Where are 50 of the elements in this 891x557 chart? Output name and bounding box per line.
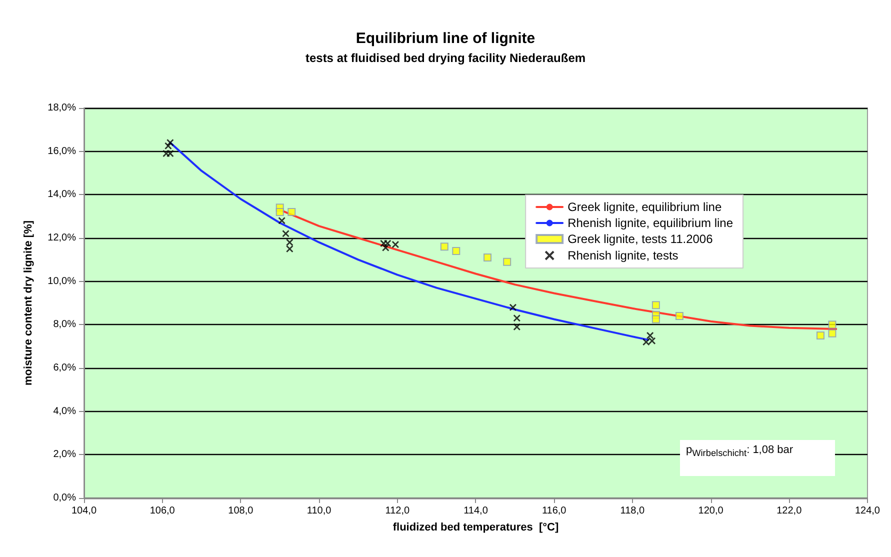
y-tick-label: 10,0% [48, 276, 76, 287]
x-tick-label: 114,0 [464, 506, 488, 516]
y-tick-label: 16,0% [48, 146, 76, 157]
point [828, 320, 836, 329]
y-tick-label: 2,0% [53, 449, 76, 460]
chart-subtitle: tests at fluidised bed drying facility Niederaußem [305, 51, 586, 65]
point [828, 329, 836, 338]
point [675, 312, 684, 320]
y-axis-title: moisture content dry lignite [%] [22, 220, 34, 386]
legend-label: Rhenish lignite, tests [568, 248, 678, 262]
y-tick-label: 18,0% [48, 102, 76, 114]
point [282, 230, 290, 238]
point [166, 138, 174, 146]
note-box: p$_{Wirbelschicht}$: 1,08 bar [680, 440, 835, 476]
point [440, 242, 448, 251]
x-tick-label: 106,0 [150, 506, 176, 516]
legend-label: Rhenish lignite, equilibrium line [568, 216, 734, 230]
x-tick-label: 122,0 [776, 506, 802, 516]
x-tick-label: 116,0 [542, 506, 567, 516]
x-tick-label: 112,0 [385, 506, 410, 516]
x-axis-title: fluidized bed temperatures [°C] [392, 522, 559, 534]
chart-title: Equilibrium line of lignite [356, 30, 536, 47]
y-tick-label: 8,0% [53, 319, 76, 330]
point [380, 240, 388, 248]
x-tick-label: 124,0 [854, 506, 880, 516]
x-tick-label: 118,0 [620, 506, 646, 516]
point [503, 258, 512, 266]
y-tick-label: 4,0% [53, 406, 76, 417]
x-tick-label: 108,0 [228, 506, 254, 516]
point [652, 315, 660, 324]
point [276, 208, 284, 216]
y-tick-label: 12,0% [48, 232, 76, 244]
y-tick-label: 0,0% [53, 492, 76, 504]
legend-label: Greek lignite, tests 11.2006 [568, 232, 714, 246]
y-tick-label: 14,0% [48, 189, 76, 200]
point [452, 247, 460, 255]
y-tick-label: 6,0% [53, 362, 76, 374]
x-tick-label: 104,0 [71, 506, 97, 516]
point [278, 216, 286, 224]
x-tick-label: 110,0 [306, 506, 332, 516]
x-tick-label: 120,0 [698, 506, 724, 516]
point [288, 208, 296, 216]
point [816, 332, 824, 340]
point [384, 240, 392, 248]
point [652, 301, 660, 310]
point [509, 304, 517, 312]
point [392, 240, 400, 248]
point [483, 254, 492, 262]
legend-label: Greek lignite, equilibrium line [568, 200, 722, 214]
point [642, 338, 650, 346]
